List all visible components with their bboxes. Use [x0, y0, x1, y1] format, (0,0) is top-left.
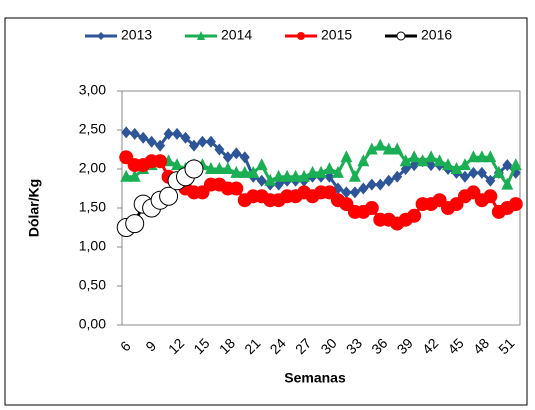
- legend-marker: [197, 31, 205, 40]
- marker: [331, 165, 344, 178]
- chart-border: [4, 17, 528, 406]
- legend-label: 2016: [421, 27, 452, 43]
- y-tick-label: 2,00: [79, 160, 106, 176]
- marker: [476, 166, 487, 179]
- marker: [197, 135, 208, 148]
- marker: [155, 139, 166, 152]
- legend-marker: [297, 32, 305, 40]
- marker: [502, 159, 513, 172]
- marker: [255, 158, 268, 171]
- marker: [392, 170, 403, 183]
- marker: [349, 186, 360, 199]
- marker: [459, 170, 470, 183]
- marker: [264, 173, 277, 186]
- marker: [358, 182, 369, 195]
- marker: [129, 127, 140, 140]
- marker: [231, 147, 242, 160]
- marker: [323, 162, 336, 174]
- marker: [289, 169, 302, 182]
- marker: [188, 139, 199, 152]
- legend-marker: [97, 32, 105, 40]
- marker: [315, 165, 327, 178]
- legend-label: 2015: [321, 27, 352, 43]
- marker: [239, 151, 250, 164]
- marker: [272, 169, 285, 182]
- marker: [509, 158, 522, 171]
- marker: [163, 127, 174, 140]
- marker: [238, 165, 251, 178]
- marker: [172, 127, 183, 140]
- marker: [340, 150, 353, 163]
- marker: [256, 174, 267, 187]
- x-axis-label: Semanas: [284, 370, 346, 386]
- marker: [247, 165, 260, 178]
- marker: [467, 150, 480, 163]
- marker: [281, 169, 294, 182]
- marker: [214, 143, 225, 156]
- marker: [458, 158, 471, 171]
- marker: [425, 150, 438, 163]
- marker: [204, 162, 217, 174]
- marker: [382, 142, 395, 155]
- y-tick-label: 2,50: [79, 121, 106, 137]
- marker: [366, 178, 377, 191]
- marker: [374, 138, 387, 151]
- marker: [442, 158, 455, 171]
- marker: [146, 135, 157, 148]
- marker: [492, 165, 505, 178]
- marker: [229, 181, 244, 196]
- marker: [120, 169, 133, 182]
- marker: [222, 151, 233, 164]
- marker: [468, 166, 479, 179]
- marker: [341, 186, 352, 199]
- marker: [408, 150, 421, 163]
- marker: [391, 142, 404, 155]
- marker: [128, 169, 141, 182]
- marker: [407, 208, 422, 223]
- marker: [383, 174, 394, 187]
- y-tick-label: 0,00: [79, 316, 106, 332]
- marker: [433, 154, 446, 167]
- marker: [501, 177, 514, 190]
- legend-label: 2013: [121, 27, 152, 43]
- marker: [508, 197, 523, 212]
- marker: [184, 159, 204, 179]
- marker: [485, 174, 496, 187]
- marker: [213, 162, 226, 174]
- y-tick-label: 1,00: [79, 238, 106, 254]
- marker: [399, 154, 412, 167]
- marker: [205, 135, 216, 148]
- marker: [180, 131, 191, 144]
- marker: [121, 126, 132, 139]
- marker: [159, 186, 179, 206]
- marker: [153, 154, 168, 169]
- marker: [357, 154, 370, 167]
- y-tick-label: 1,50: [79, 199, 106, 215]
- marker: [221, 162, 234, 174]
- marker: [450, 162, 463, 174]
- marker: [416, 154, 429, 167]
- marker: [483, 189, 498, 204]
- marker: [484, 150, 497, 163]
- marker: [138, 131, 149, 144]
- marker: [365, 142, 378, 155]
- marker: [306, 165, 319, 178]
- marker: [298, 169, 311, 182]
- legend-marker: [396, 31, 406, 41]
- y-tick-label: 3,00: [79, 82, 106, 98]
- marker: [171, 158, 184, 171]
- y-axis-label: Dólar/Kg: [26, 179, 42, 237]
- marker: [348, 169, 361, 182]
- marker: [375, 178, 386, 191]
- marker: [475, 150, 488, 163]
- y-tick-label: 0,50: [79, 277, 106, 293]
- marker: [125, 214, 145, 234]
- legend-label: 2014: [221, 27, 252, 43]
- marker: [364, 201, 379, 215]
- marker: [230, 165, 243, 178]
